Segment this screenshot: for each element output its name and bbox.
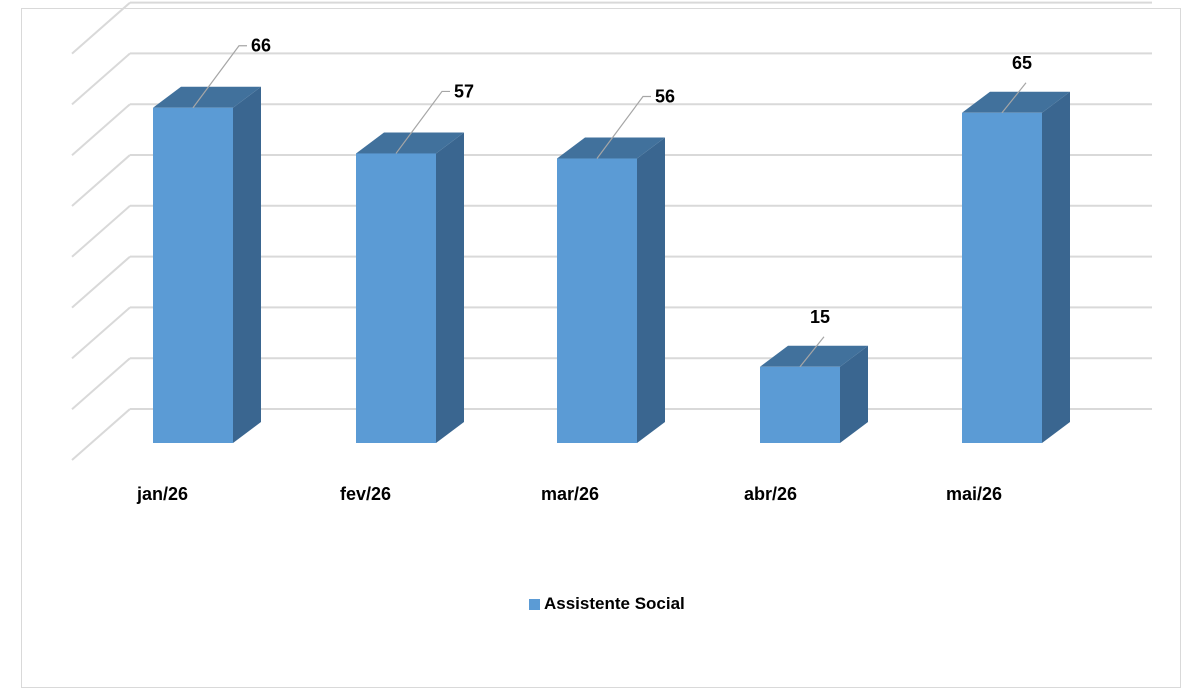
data-label: 15 [810, 307, 830, 327]
gridline-diagonal [71, 154, 131, 207]
gridline-diagonal [71, 255, 131, 309]
leader-line [395, 90, 450, 154]
gridline-diagonal [71, 103, 131, 156]
gridline-diagonal [71, 1, 131, 55]
leader-line [192, 45, 247, 109]
bar-side [1042, 91, 1070, 444]
gridline-diagonal [71, 52, 131, 106]
bar-side [840, 345, 868, 443]
bar [962, 112, 1042, 444]
bar-side [436, 132, 464, 443]
data-label: 65 [1012, 53, 1032, 73]
bar-top [356, 132, 464, 154]
gridline-diagonal [71, 205, 131, 258]
legend: Assistente Social [529, 594, 685, 614]
legend-label: Assistente Social [544, 594, 685, 613]
bar [557, 158, 637, 443]
bar-top [153, 86, 261, 108]
data-label: 66 [251, 36, 271, 56]
category-label: mai/26 [946, 484, 1002, 504]
bar-side [233, 86, 261, 443]
bar-top [557, 137, 665, 159]
data-label: 56 [655, 87, 675, 107]
bar-side [637, 137, 665, 443]
leader-line [1001, 82, 1027, 114]
bar [153, 107, 233, 443]
category-label: fev/26 [340, 484, 391, 504]
bar-top [760, 345, 868, 367]
legend-swatch [529, 598, 540, 610]
bar [760, 366, 840, 443]
category-label: jan/26 [136, 484, 188, 504]
bar-top [962, 91, 1070, 113]
data-label: 57 [454, 81, 474, 101]
bar [356, 153, 436, 443]
data-labels: 66 57 56 15 65 [192, 36, 1032, 368]
leader-line [799, 336, 825, 368]
category-labels: jan/26 fev/26 mar/26 abr/26 mai/26 [136, 484, 1002, 504]
category-label: abr/26 [744, 484, 797, 504]
bars [153, 86, 1070, 444]
leader-line [596, 95, 651, 159]
category-label: mar/26 [541, 484, 599, 504]
gridline-diagonal [71, 357, 131, 410]
gridline-diagonal [71, 408, 131, 461]
gridline-diagonal [71, 306, 131, 360]
